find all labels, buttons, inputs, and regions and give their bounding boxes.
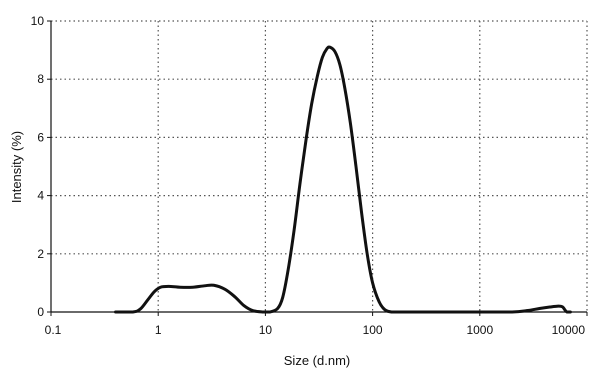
- y-tick-label: 0: [37, 305, 44, 319]
- x-tick-label: 1: [155, 323, 162, 337]
- y-tick-label: 10: [31, 14, 45, 28]
- y-axis-title: Intensity (%): [9, 131, 24, 203]
- x-axis-title: Size (d.nm): [284, 353, 350, 368]
- y-tick-labels: 0 2 4 6 8 10: [31, 14, 45, 319]
- x-tick-label: 100: [363, 323, 383, 337]
- x-tick-label: 1000: [466, 323, 493, 337]
- y-tick-label: 6: [37, 130, 44, 144]
- x-tick-label: 0.1: [45, 323, 62, 337]
- series-layer: [114, 45, 572, 314]
- y-tick-label: 2: [37, 247, 44, 261]
- gridlines: [51, 20, 588, 312]
- x-tick-label: 10: [259, 323, 273, 337]
- series-line: [114, 45, 572, 314]
- y-tick-label: 8: [37, 72, 44, 86]
- y-tick-label: 4: [37, 189, 44, 203]
- x-tick-label: 10000: [552, 323, 586, 337]
- x-tick-labels: 0.1 1 10 100 1000 10000: [45, 323, 586, 337]
